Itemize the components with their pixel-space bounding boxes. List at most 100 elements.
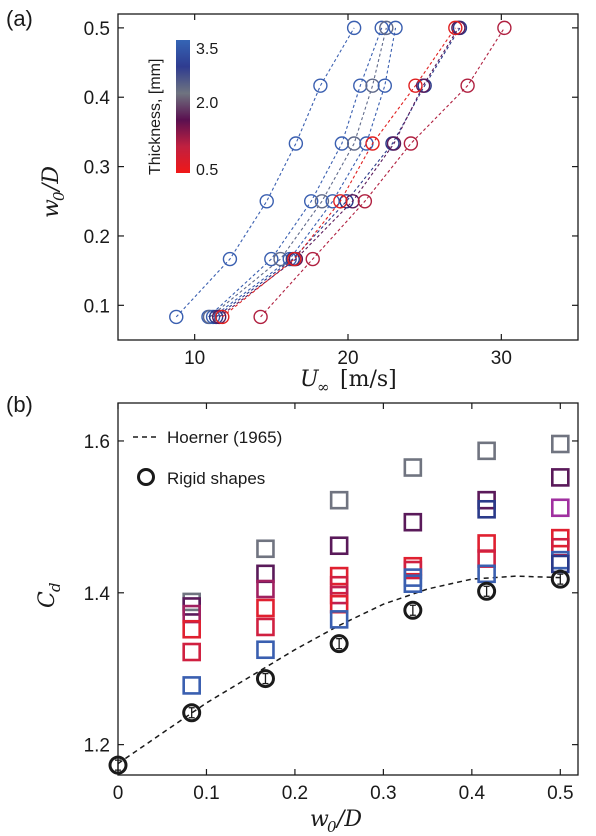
panel-b-ytick-label: 1.6 — [84, 432, 110, 453]
rigid-shape-marker — [182, 703, 202, 723]
flexible-square-marker — [477, 534, 496, 553]
panel-b-xlabel-rest: /D — [335, 807, 362, 832]
panel-b-xtick-label: 0.1 — [193, 783, 219, 804]
flexible-square-marker — [551, 554, 570, 574]
panel-b-ylabel-main: C — [35, 591, 60, 608]
panel-a-series-0-point — [313, 78, 328, 93]
panel-a-series-2-line — [209, 27, 387, 318]
flexible-square-marker — [182, 642, 201, 662]
panel-a-series-7-point — [497, 20, 512, 36]
panel-a-series-0-line — [175, 27, 355, 318]
panel-a-series-5-point — [386, 136, 402, 151]
flexible-square-marker — [551, 468, 570, 487]
flexible-square-marker — [329, 610, 349, 629]
panel-a-series-0-point — [346, 20, 362, 36]
panel-a-xlabel-main: U — [300, 367, 320, 392]
flexible-square-marker — [256, 617, 275, 637]
flexible-square-marker — [256, 539, 275, 559]
flexible-square-marker — [182, 676, 201, 695]
panel-a-series-4-line — [215, 27, 461, 318]
panel-a-ytick-label: 0.4 — [84, 88, 111, 109]
panel-a-plot: 10 20 30 0.1 0.2 0.3 0.4 0.5 — [84, 14, 578, 369]
panel-b-xtick-label: 0.4 — [459, 783, 486, 804]
panel-a-series-1-point — [334, 136, 350, 151]
legend-rigid-marker — [137, 468, 155, 486]
panel-b-axes-frame — [117, 402, 579, 776]
colorbar-title: Thickness, [mm] — [147, 59, 164, 175]
panel-a-axes-frame — [117, 13, 579, 341]
panel-a-series-5-line — [218, 27, 459, 318]
panel-b-xlabel: w 0 /D — [310, 807, 362, 836]
panel-b-xtick-label: 0.3 — [370, 783, 396, 804]
panel-a-ytick-label: 0.2 — [84, 227, 110, 248]
panel-a-series-2-point — [346, 136, 362, 151]
flexible-square-marker — [403, 574, 423, 593]
panel-a-ylabel-main: w — [39, 199, 64, 218]
colorbar-gradient — [176, 40, 190, 173]
panel-a-ylabel-sub: 0 — [50, 191, 68, 201]
panel-b-legend: Hoerner (1965) Rigid shapes — [133, 428, 282, 488]
flexible-square-marker — [403, 512, 423, 532]
flexible-square-marker — [477, 564, 496, 584]
panel-b-xtick-label: 0.2 — [282, 783, 308, 804]
rigid-shape-marker — [329, 634, 349, 654]
panel-a-series-0-point — [169, 309, 184, 325]
flexible-square-marker — [256, 564, 275, 584]
panel-a-label: (a) — [6, 6, 33, 31]
panel-a-series-1-point — [304, 194, 319, 209]
flexible-square-marker — [403, 556, 423, 576]
panel-a-series-5-point — [345, 194, 360, 209]
rigid-shape-marker — [550, 569, 570, 589]
panel-a-series-3-line — [212, 27, 397, 318]
rigid-shape-marker — [255, 669, 275, 689]
panel-a-series-7-point — [460, 78, 475, 93]
flexible-square-marker — [403, 458, 423, 477]
panel-a-xtick-label: 10 — [184, 348, 205, 369]
panel-a-series-7-point — [253, 309, 268, 325]
flexible-square-marker — [256, 640, 275, 660]
rigid-shape-marker — [477, 581, 497, 601]
panel-a-series-1-point — [353, 78, 368, 93]
panel-a-series-0-point — [259, 194, 274, 209]
flexible-square-marker — [256, 579, 275, 599]
panel-a-xtick-label: 30 — [491, 348, 512, 369]
panel-a-series-7-point — [357, 194, 373, 209]
panel-a-series-0-point — [288, 136, 304, 151]
panel-a-series-6-point — [408, 78, 423, 93]
flexible-square-marker — [329, 490, 349, 510]
flexible-square-marker — [477, 499, 496, 519]
panel-a-ytick-label: 0.1 — [84, 296, 110, 317]
hoerner-curve — [117, 575, 561, 765]
flexible-square-marker — [182, 592, 201, 612]
panel-a-series-2-point — [314, 194, 330, 209]
legend-hoerner-label: Hoerner (1965) — [167, 428, 282, 447]
panel-a-ylabel: w 0 /D — [39, 166, 68, 218]
panel-a-series-6-point — [215, 309, 230, 325]
colorbar-bar — [176, 40, 190, 173]
flexible-square-marker — [329, 575, 349, 595]
panel-a-series-1-point — [264, 251, 279, 267]
panel-b-plot: 0 0.1 0.2 0.3 0.4 0.5 1.2 1.4 1.6 — [84, 403, 578, 804]
panel-b-xlabel-sub: 0 — [327, 818, 337, 836]
legend-rigid-label: Rigid shapes — [167, 469, 265, 488]
panel-a-series-3-point — [325, 194, 340, 209]
panel-a-series-6-point — [365, 136, 380, 151]
flexible-square-marker — [256, 598, 275, 618]
panel-b-ylabel-sub: d — [46, 582, 64, 592]
colorbar: Thickness, [mm] 3.5 2.0 0.5 — [147, 40, 218, 179]
panel-a-series-2-point — [379, 20, 394, 36]
panel-b-ytick-label: 1.4 — [84, 584, 111, 605]
panel-b-ylabel: C d — [35, 582, 64, 608]
panel-a-series-3-point — [388, 20, 403, 36]
panel-a-ytick-label: 0.3 — [84, 158, 110, 179]
panel-b-xtick-label: 0.5 — [547, 783, 573, 804]
colorbar-tick-3-5: 3.5 — [196, 41, 218, 58]
flexible-square-marker — [551, 434, 570, 454]
panel-a-series-3-point — [377, 78, 392, 93]
panel-b-xtick-label: 0 — [113, 783, 124, 804]
panel-a-series-6-point — [333, 194, 348, 209]
panel-a-series-6-line — [221, 27, 456, 318]
rigid-shape-marker — [403, 600, 423, 620]
flexible-square-marker — [329, 536, 349, 556]
